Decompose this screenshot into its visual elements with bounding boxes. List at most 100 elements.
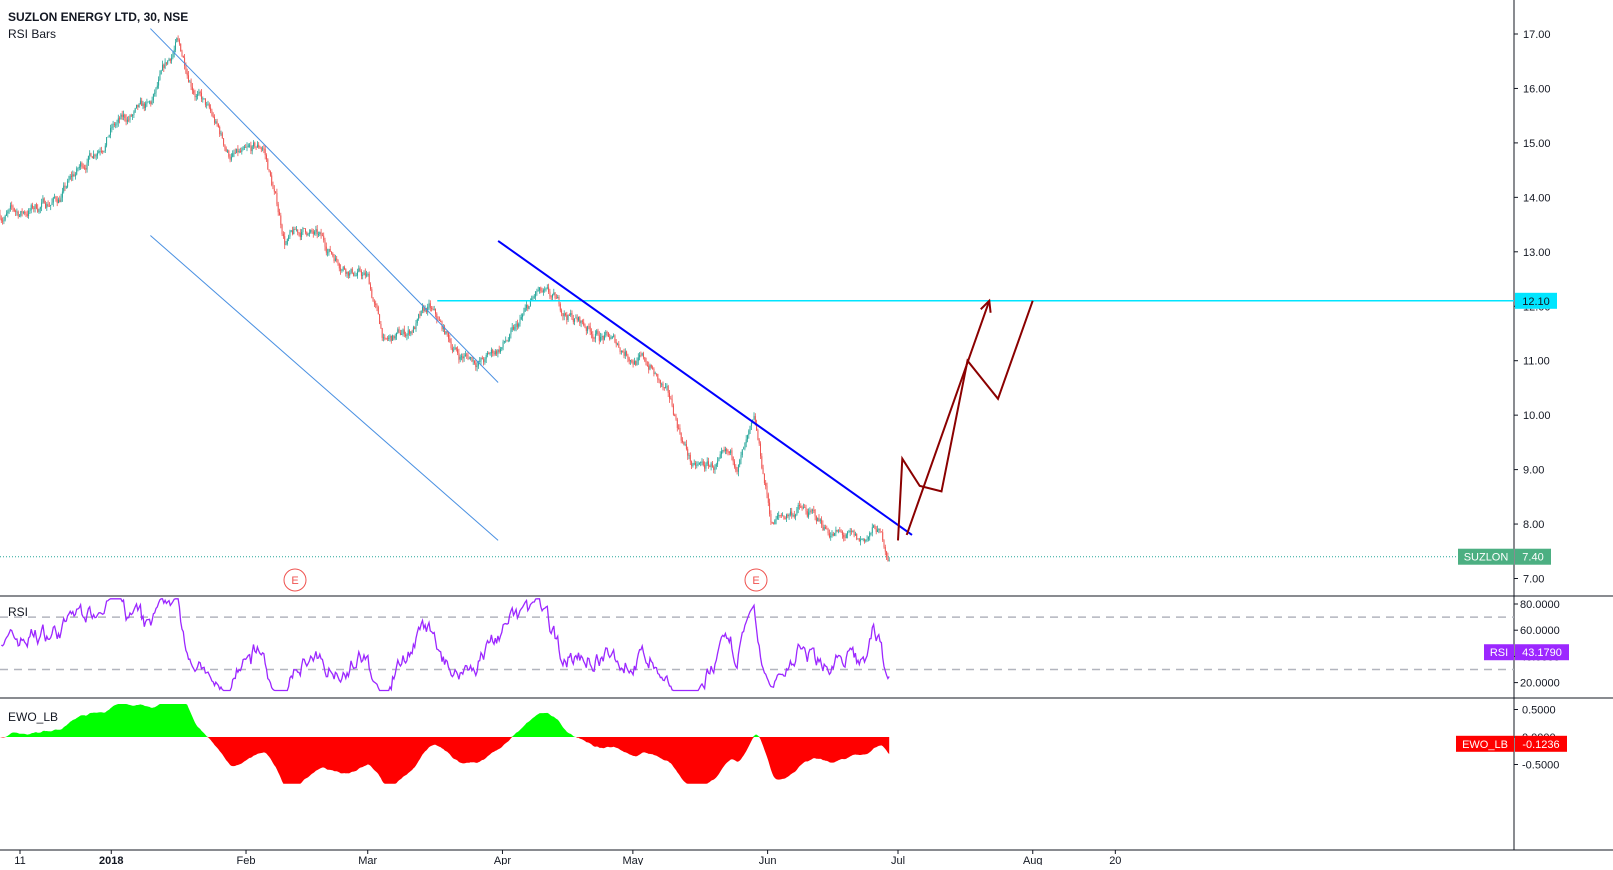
channel-lower-line[interactable] [150, 235, 499, 541]
candle-body [94, 154, 96, 156]
candle-body [576, 317, 578, 321]
candle-body [848, 531, 850, 533]
price-tick-label: 9.00 [1523, 465, 1544, 477]
candle-body [390, 335, 392, 341]
ewo-pane-label[interactable]: EWO_LB [8, 710, 59, 724]
candle-body [424, 308, 426, 312]
candle-body [589, 326, 591, 332]
candle-body [99, 151, 101, 152]
candles-layer [0, 35, 890, 562]
candle-body [728, 451, 730, 454]
candle-body [839, 530, 841, 532]
candle-body [459, 356, 461, 360]
candle-body [332, 253, 334, 256]
candle-body [875, 528, 877, 532]
earnings-event-marker[interactable] [744, 568, 768, 592]
candle-body [388, 337, 390, 339]
candle-body [389, 335, 391, 338]
candle-body [97, 153, 98, 156]
candle-body [653, 368, 655, 374]
earnings-event-marker[interactable] [283, 568, 307, 592]
candle-body [584, 325, 586, 328]
candle-body [351, 268, 353, 273]
candle-body [251, 146, 253, 152]
projection-arrow-shaft[interactable] [905, 300, 991, 536]
trendline[interactable] [497, 240, 913, 536]
rsi-pane-label[interactable]: RSI [8, 605, 29, 619]
candle-body [804, 507, 806, 508]
candle-body [487, 353, 488, 356]
candle-body [227, 150, 228, 152]
ewo-name-label: EWO_LB [1462, 739, 1508, 751]
candle-body [80, 162, 82, 167]
candle-body [276, 193, 278, 205]
candle-body [290, 230, 292, 232]
projection-path[interactable] [897, 300, 1034, 541]
candle-body [147, 101, 149, 103]
candle-body [672, 405, 674, 415]
candle-body [479, 361, 481, 363]
candle-body [116, 122, 118, 125]
candle-body [334, 258, 336, 262]
candle-body [613, 335, 615, 337]
candle-body [773, 523, 774, 525]
candle-body [435, 309, 436, 314]
candle-body [437, 319, 439, 321]
candle-body [347, 271, 349, 276]
candle-body [550, 296, 552, 298]
candle-body [844, 537, 846, 539]
candle-body [568, 315, 570, 316]
candle-body [15, 210, 17, 212]
candle-body [185, 65, 187, 73]
candle-body [737, 464, 739, 472]
candle-body [806, 511, 808, 517]
candle-body [774, 520, 776, 525]
candle-body [878, 528, 880, 530]
candle-body [212, 115, 214, 117]
candle-body [626, 351, 628, 356]
channel-upper-line[interactable] [150, 28, 499, 383]
ewo-negative-area[interactable] [0, 737, 890, 784]
candle-body [178, 39, 180, 44]
candle-body [172, 54, 174, 58]
ewo-positive-area[interactable] [0, 704, 890, 737]
indicator-legend[interactable]: RSI Bars [8, 27, 57, 41]
rsi-name-badge [1484, 644, 1514, 661]
candle-body [795, 514, 797, 517]
candle-body [695, 463, 696, 466]
candle-body [154, 92, 156, 94]
candle-body [714, 466, 716, 470]
rsi-tick-label: 80.0000 [1520, 599, 1560, 611]
candle-body [308, 232, 310, 234]
candle-body [611, 336, 613, 339]
rsi-line[interactable] [1, 598, 890, 692]
candle-body [175, 42, 176, 50]
candle-body [574, 318, 576, 322]
earnings-event-label: E [752, 575, 759, 587]
candle-body [732, 456, 734, 462]
candle-body [362, 275, 364, 276]
candle-body [620, 351, 622, 352]
candle-body [34, 204, 36, 209]
candle-body [666, 386, 668, 388]
candle-body [433, 309, 435, 310]
projection-arrowhead[interactable] [980, 298, 992, 313]
candle-body [581, 320, 583, 323]
candle-body [618, 343, 620, 348]
candle-body [511, 326, 513, 331]
candle-body [776, 515, 778, 519]
candle-body [553, 292, 555, 295]
candle-body [711, 463, 713, 468]
candle-body [484, 358, 486, 363]
candle-body [72, 174, 74, 177]
candle-body [327, 252, 329, 254]
candle-body [256, 144, 258, 148]
candle-body [107, 136, 109, 138]
candle-body [354, 275, 356, 277]
rsi-name-label: RSI [1490, 647, 1508, 659]
candle-body [457, 349, 459, 353]
candle-body [545, 288, 547, 290]
chart-title: SUZLON ENERGY LTD, 30, NSE [8, 10, 189, 24]
